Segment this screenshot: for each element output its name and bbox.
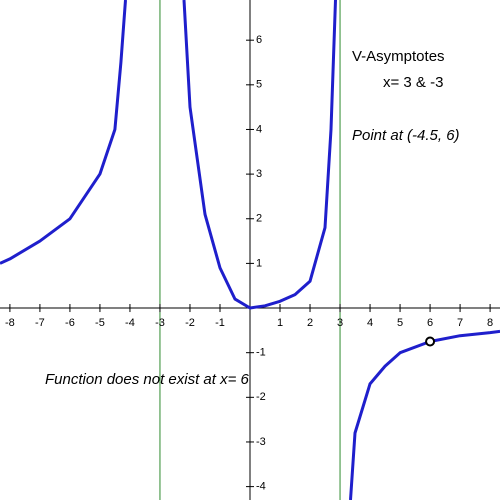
curve bbox=[182, 0, 337, 310]
y-tick-label: 3 bbox=[256, 168, 262, 180]
x-tick-label: 5 bbox=[397, 317, 403, 329]
y-tick-label: -1 bbox=[256, 347, 266, 359]
x-tick-label: -3 bbox=[155, 317, 165, 329]
x-tick-label: 6 bbox=[427, 317, 433, 329]
x-tick-label: -7 bbox=[35, 317, 45, 329]
x-tick-label: -2 bbox=[185, 317, 195, 329]
y-tick-label: -4 bbox=[256, 481, 266, 493]
y-tick-label: 1 bbox=[256, 257, 262, 269]
annotation: x= 3 & -3 bbox=[383, 74, 443, 91]
hole-point bbox=[425, 336, 436, 347]
y-tick-label: -2 bbox=[256, 391, 266, 403]
y-tick-label: 4 bbox=[256, 123, 262, 135]
annotation: Point at (-4.5, 6) bbox=[352, 127, 460, 144]
x-tick-label: -5 bbox=[95, 317, 105, 329]
y-tick-label: -3 bbox=[256, 436, 266, 448]
x-tick-label: 2 bbox=[307, 317, 313, 329]
x-tick-label: 4 bbox=[367, 317, 373, 329]
x-tick-label: -6 bbox=[65, 317, 75, 329]
y-tick-label: 2 bbox=[256, 213, 262, 225]
curve bbox=[349, 329, 500, 500]
x-tick-label: 8 bbox=[487, 317, 493, 329]
x-tick-label: -4 bbox=[125, 317, 135, 329]
y-tick-label: 5 bbox=[256, 79, 262, 91]
x-tick-label: 1 bbox=[277, 317, 283, 329]
annotation: V-Asymptotes bbox=[352, 48, 445, 65]
y-tick-label: 6 bbox=[256, 34, 262, 46]
x-tick-label: -8 bbox=[5, 317, 15, 329]
annotation: Function does not exist at x= 6 bbox=[45, 371, 250, 388]
x-tick-label: -1 bbox=[215, 317, 225, 329]
curve bbox=[0, 0, 127, 265]
x-tick-label: 3 bbox=[337, 317, 343, 329]
x-tick-label: 7 bbox=[457, 317, 463, 329]
